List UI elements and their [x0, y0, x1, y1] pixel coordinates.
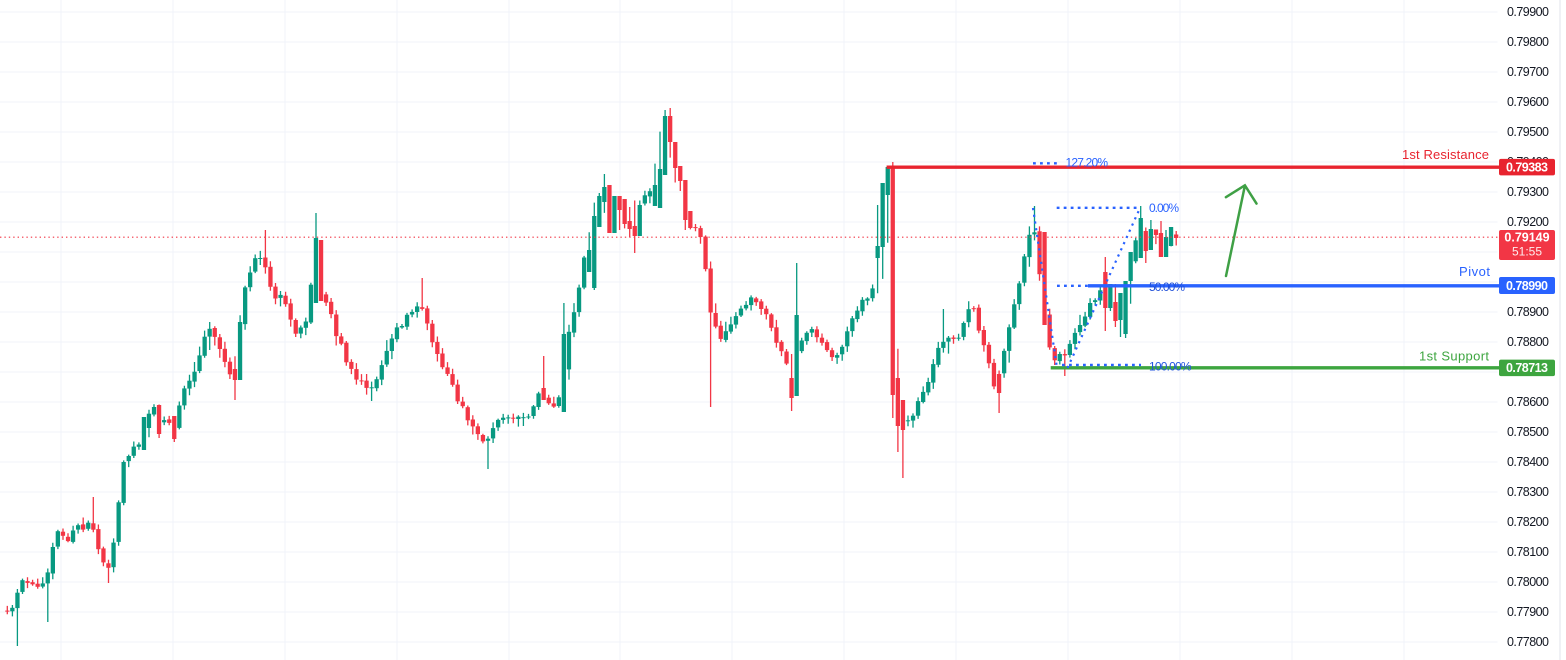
svg-text:0.79900: 0.79900: [1507, 5, 1549, 19]
svg-text:0.77800: 0.77800: [1507, 635, 1549, 649]
svg-text:0.78600: 0.78600: [1507, 395, 1549, 409]
svg-text:0.78200: 0.78200: [1507, 515, 1549, 529]
svg-text:0.78100: 0.78100: [1507, 545, 1549, 559]
svg-text:1st Resistance: 1st Resistance: [1402, 147, 1489, 162]
svg-text:0.79800: 0.79800: [1507, 35, 1549, 49]
svg-text:0.79149: 0.79149: [1504, 231, 1549, 245]
svg-text:0.00%: 0.00%: [1149, 201, 1179, 215]
svg-text:0.79300: 0.79300: [1507, 185, 1549, 199]
svg-text:0.79500: 0.79500: [1507, 125, 1549, 139]
svg-text:100.00%: 100.00%: [1149, 360, 1192, 374]
svg-text:Pivot: Pivot: [1459, 264, 1490, 279]
svg-text:0.78000: 0.78000: [1507, 575, 1549, 589]
svg-text:0.77900: 0.77900: [1507, 605, 1549, 619]
svg-text:0.78900: 0.78900: [1507, 305, 1549, 319]
svg-text:0.78400: 0.78400: [1507, 455, 1549, 469]
svg-text:0.79600: 0.79600: [1507, 95, 1549, 109]
svg-text:0.78800: 0.78800: [1507, 335, 1549, 349]
svg-text:0.79700: 0.79700: [1507, 65, 1549, 79]
svg-text:127.20%: 127.20%: [1066, 156, 1109, 170]
svg-text:0.78300: 0.78300: [1507, 485, 1549, 499]
svg-text:0.78713: 0.78713: [1506, 361, 1548, 375]
svg-text:0.79200: 0.79200: [1507, 215, 1549, 229]
svg-text:0.79383: 0.79383: [1506, 161, 1548, 175]
svg-text:0.78990: 0.78990: [1506, 279, 1548, 293]
svg-text:50.00%: 50.00%: [1149, 280, 1185, 294]
svg-text:1st Support: 1st Support: [1419, 348, 1489, 363]
svg-text:0.78500: 0.78500: [1507, 425, 1549, 439]
svg-text:51:55: 51:55: [1512, 245, 1542, 259]
